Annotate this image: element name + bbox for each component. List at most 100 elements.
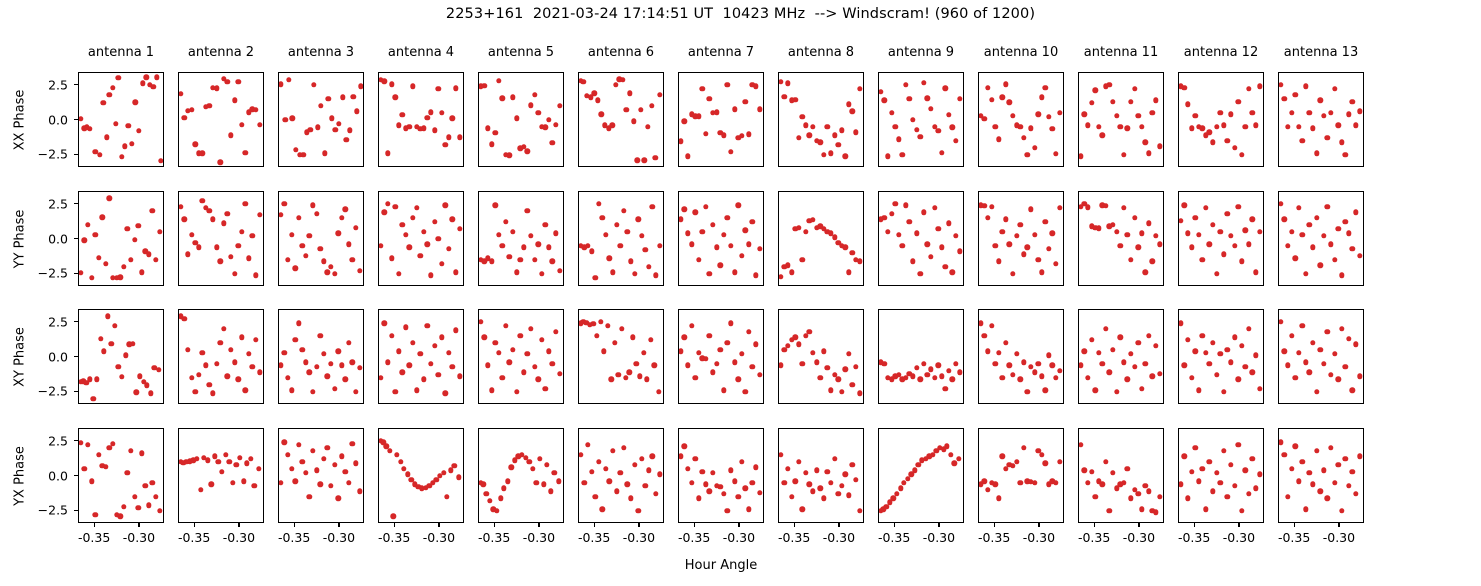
data-point (910, 373, 916, 380)
data-point (1039, 94, 1045, 101)
scatter-panel-r2-c9[interactable] (878, 191, 964, 286)
data-point (1242, 467, 1248, 473)
data-point (342, 206, 348, 213)
scatter-panel-r1-c13[interactable] (1278, 72, 1364, 167)
data-point (1206, 459, 1213, 465)
data-point (522, 454, 529, 461)
data-point (537, 456, 543, 462)
data-point (513, 269, 520, 276)
data-point (892, 201, 898, 207)
data-point (349, 359, 356, 366)
scatter-panel-r2-c1[interactable] (78, 191, 164, 286)
data-point (296, 320, 302, 326)
data-point (813, 467, 820, 473)
scatter-panel-r3-c5[interactable] (478, 309, 564, 404)
scatter-panel-r4-c10[interactable] (978, 428, 1064, 523)
data-point (1096, 478, 1102, 485)
data-point (731, 359, 738, 366)
scatter-panel-r1-c11[interactable] (1078, 72, 1164, 167)
scatter-panel-r4-c5[interactable] (478, 428, 564, 523)
scatter-panel-r2-c13[interactable] (1278, 191, 1364, 286)
scatter-panel-r2-c2[interactable] (178, 191, 264, 286)
scatter-panel-r4-c7[interactable] (678, 428, 764, 523)
scatter-panel-r3-c2[interactable] (178, 309, 264, 404)
scatter-panel-r4-c1[interactable] (78, 428, 164, 523)
data-point (385, 359, 391, 366)
data-point (325, 96, 331, 102)
data-point (321, 258, 327, 264)
data-point (1113, 389, 1120, 395)
scatter-panel-r1-c2[interactable] (178, 72, 264, 167)
scatter-panel-r1-c1[interactable] (78, 72, 164, 167)
data-point (424, 115, 431, 121)
scatter-panel-r4-c11[interactable] (1078, 428, 1164, 523)
data-point (1356, 252, 1363, 259)
scatter-panel-r3-c13[interactable] (1278, 309, 1364, 404)
data-point (446, 245, 452, 252)
scatter-panel-r4-c6[interactable] (578, 428, 664, 523)
data-point (1228, 233, 1234, 239)
data-point (724, 340, 731, 346)
scatter-panel-r4-c3[interactable] (278, 428, 364, 523)
scatter-panel-r2-c12[interactable] (1178, 191, 1264, 286)
scatter-panel-r1-c10[interactable] (978, 72, 1064, 167)
scatter-panel-r1-c8[interactable] (778, 72, 864, 167)
data-point (1246, 241, 1252, 248)
scatter-panel-r2-c8[interactable] (778, 191, 864, 286)
scatter-panel-r3-c4[interactable] (378, 309, 464, 404)
data-point (446, 349, 452, 356)
scatter-panel-r3-c8[interactable] (778, 309, 864, 404)
data-point (1010, 372, 1016, 378)
scatter-panel-r3-c1[interactable] (78, 309, 164, 404)
scatter-panel-r1-c3[interactable] (278, 72, 364, 167)
data-point (1099, 481, 1105, 487)
data-point (1081, 348, 1088, 354)
scatter-panel-r1-c4[interactable] (378, 72, 464, 167)
data-point (217, 258, 223, 264)
data-point (933, 447, 940, 454)
data-point (828, 480, 834, 486)
data-point (921, 80, 927, 86)
scatter-panel-r3-c7[interactable] (678, 309, 764, 404)
scatter-panel-r1-c9[interactable] (878, 72, 964, 167)
scatter-panel-r2-c4[interactable] (378, 191, 464, 286)
scatter-panel-r3-c10[interactable] (978, 309, 1064, 404)
data-point (485, 255, 491, 262)
data-point (521, 144, 527, 150)
scatter-panel-r3-c3[interactable] (278, 309, 364, 404)
scatter-panel-r3-c6[interactable] (578, 309, 664, 404)
scatter-panel-r2-c5[interactable] (478, 191, 564, 286)
data-point (1013, 122, 1020, 129)
data-point (1035, 361, 1041, 367)
scatter-panel-r2-c7[interactable] (678, 191, 764, 286)
scatter-panel-r1-c5[interactable] (478, 72, 564, 167)
data-point (181, 115, 188, 121)
data-point (1103, 203, 1109, 209)
scatter-panel-r1-c7[interactable] (678, 72, 764, 167)
scatter-panel-r1-c6[interactable] (578, 72, 664, 167)
scatter-panel-r2-c3[interactable] (278, 191, 364, 286)
data-point (696, 495, 702, 501)
scatter-panel-r2-c10[interactable] (978, 191, 1064, 286)
scatter-panel-r1-c12[interactable] (1178, 72, 1264, 167)
scatter-panel-r4-c8[interactable] (778, 428, 864, 523)
data-point (699, 229, 705, 235)
column-title-antenna-13: antenna 13 (1283, 45, 1359, 60)
scatter-panel-r4-c9[interactable] (878, 428, 964, 523)
scatter-panel-r4-c12[interactable] (1178, 428, 1264, 523)
data-point (1335, 122, 1341, 129)
scatter-panel-r3-c11[interactable] (1078, 309, 1164, 404)
data-point (1099, 361, 1105, 367)
scatter-panel-r3-c9[interactable] (878, 309, 964, 404)
scatter-panel-r2-c6[interactable] (578, 191, 664, 286)
data-point (1310, 244, 1316, 250)
scatter-panel-r4-c4[interactable] (378, 428, 464, 523)
data-point (104, 134, 110, 140)
data-point (101, 348, 107, 354)
scatter-panel-r3-c12[interactable] (1178, 309, 1264, 404)
scatter-panel-r2-c11[interactable] (1078, 191, 1164, 286)
data-point (399, 222, 405, 228)
scatter-panel-r4-c13[interactable] (1278, 428, 1364, 523)
scatter-panel-r4-c2[interactable] (178, 428, 264, 523)
data-point (612, 340, 618, 346)
